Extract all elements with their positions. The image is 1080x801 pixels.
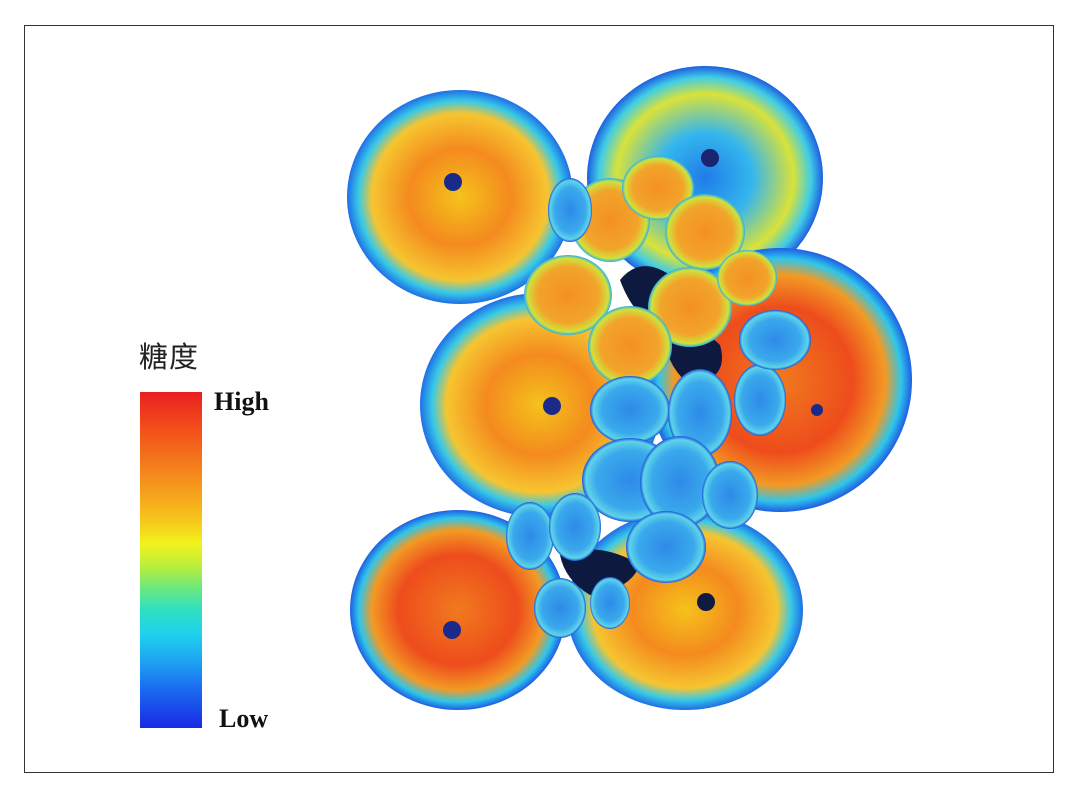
fruit-sugar-heatmap-image bbox=[347, 66, 912, 710]
colorbar-low-label: Low bbox=[219, 704, 269, 733]
colorbar bbox=[140, 392, 202, 728]
colorbar-high-label: High bbox=[214, 387, 269, 416]
legend-title: 糖度 bbox=[139, 340, 200, 374]
